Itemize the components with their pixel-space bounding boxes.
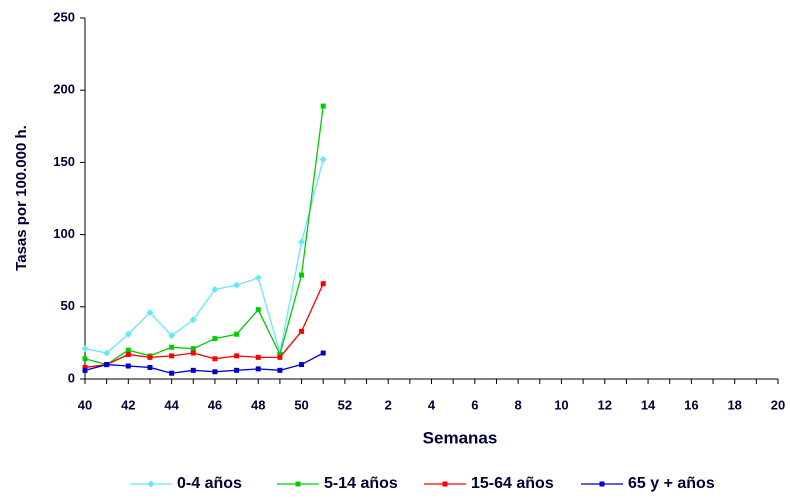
- series-line: [84, 352, 324, 374]
- x-tick-label: 16: [684, 397, 698, 412]
- data-point: [277, 367, 283, 373]
- x-tick-label: 10: [554, 397, 568, 412]
- legend-marker: [599, 481, 605, 487]
- series-line: [84, 283, 324, 369]
- x-tick-label: 2: [385, 397, 392, 412]
- data-point: [104, 362, 110, 368]
- x-axis-title: Semanas: [423, 428, 498, 447]
- data-point: [211, 285, 219, 293]
- data-point: [190, 350, 196, 356]
- data-point: [320, 350, 326, 356]
- x-tick-label: 8: [515, 397, 522, 412]
- legend-marker: [147, 480, 155, 488]
- data-point: [254, 274, 262, 282]
- x-tick-label: 18: [727, 397, 741, 412]
- data-point: [82, 356, 88, 362]
- x-tick-label: 44: [164, 397, 179, 412]
- data-point: [299, 362, 305, 368]
- x-tick-label: 40: [78, 397, 92, 412]
- data-point: [212, 356, 218, 362]
- data-point: [146, 309, 154, 317]
- x-tick-label: 48: [251, 397, 265, 412]
- data-point: [234, 353, 240, 359]
- legend-label: 65 y + años: [628, 475, 715, 492]
- y-axis-title: Tasas por 100.000 h.: [13, 125, 30, 271]
- data-point: [81, 345, 89, 353]
- legend-label: 5-14 años: [324, 475, 398, 492]
- legend-marker: [442, 481, 448, 487]
- y-tick-label: 250: [53, 9, 75, 24]
- data-point: [189, 316, 197, 324]
- legend-label: 0-4 años: [177, 475, 242, 492]
- data-point: [82, 367, 88, 373]
- data-point: [299, 328, 305, 334]
- x-tick-label: 50: [294, 397, 308, 412]
- data-point: [169, 353, 175, 359]
- data-point: [255, 366, 261, 372]
- data-point: [277, 354, 283, 360]
- data-point: [190, 367, 196, 373]
- data-point: [125, 347, 131, 353]
- y-tick-label: 0: [68, 370, 75, 385]
- data-point: [147, 354, 153, 360]
- y-tick-label: 100: [53, 226, 75, 241]
- data-point: [124, 330, 132, 338]
- data-point: [299, 272, 305, 278]
- x-tick-label: 4: [428, 397, 436, 412]
- series-line: [84, 159, 324, 354]
- x-tick-label: 20: [771, 397, 785, 412]
- legend-marker: [295, 481, 301, 487]
- data-point: [147, 364, 153, 370]
- data-point: [298, 238, 306, 246]
- data-point: [190, 346, 196, 352]
- y-tick-label: 200: [53, 82, 75, 97]
- series-line: [84, 106, 324, 366]
- data-point: [255, 307, 261, 313]
- y-tick-label: 50: [61, 298, 75, 313]
- data-point: [169, 344, 175, 350]
- data-point: [320, 103, 326, 109]
- data-point: [212, 369, 218, 375]
- x-tick-label: 42: [121, 397, 135, 412]
- data-point: [212, 336, 218, 342]
- data-point: [82, 364, 88, 370]
- data-point: [233, 281, 241, 289]
- data-point: [125, 351, 131, 357]
- data-point: [277, 351, 283, 357]
- data-point: [168, 332, 176, 340]
- legend-label: 15-64 años: [471, 475, 554, 492]
- x-tick-label: 14: [641, 397, 656, 412]
- x-tick-label: 12: [598, 397, 612, 412]
- x-tick-label: 52: [338, 397, 352, 412]
- data-point: [234, 331, 240, 337]
- data-point: [103, 349, 111, 357]
- data-point: [320, 281, 326, 287]
- x-tick-label: 6: [471, 397, 478, 412]
- y-tick-label: 150: [53, 154, 75, 169]
- x-tick-label: 46: [208, 397, 222, 412]
- data-point: [125, 363, 131, 369]
- data-point: [169, 370, 175, 376]
- data-point: [319, 156, 327, 164]
- data-point: [255, 354, 261, 360]
- data-point: [234, 367, 240, 373]
